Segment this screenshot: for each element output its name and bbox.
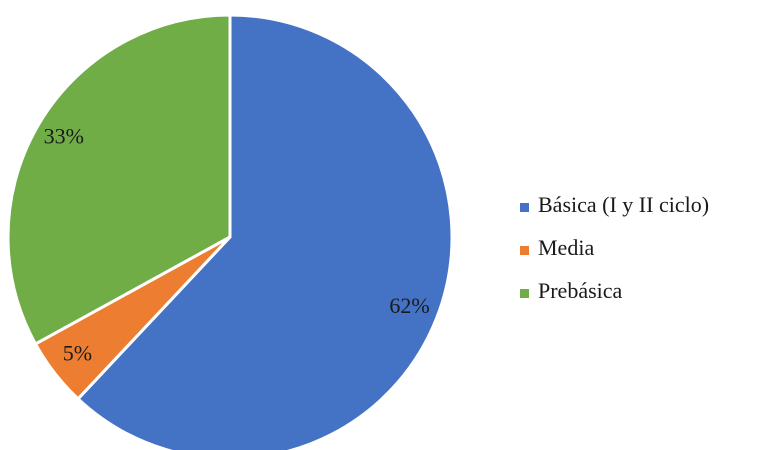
legend-label: Básica (I y II ciclo)	[538, 192, 709, 217]
data-label: 5%	[63, 340, 92, 365]
data-label: 62%	[389, 293, 429, 318]
legend-label: Prebásica	[538, 278, 623, 303]
legend-label: Media	[538, 235, 594, 260]
data-label: 33%	[44, 124, 84, 149]
legend-swatch	[520, 246, 529, 255]
pie-slice	[6, 13, 232, 346]
pie-slice	[75, 13, 454, 450]
legend-swatch	[520, 289, 529, 298]
legend-swatch	[520, 203, 529, 212]
